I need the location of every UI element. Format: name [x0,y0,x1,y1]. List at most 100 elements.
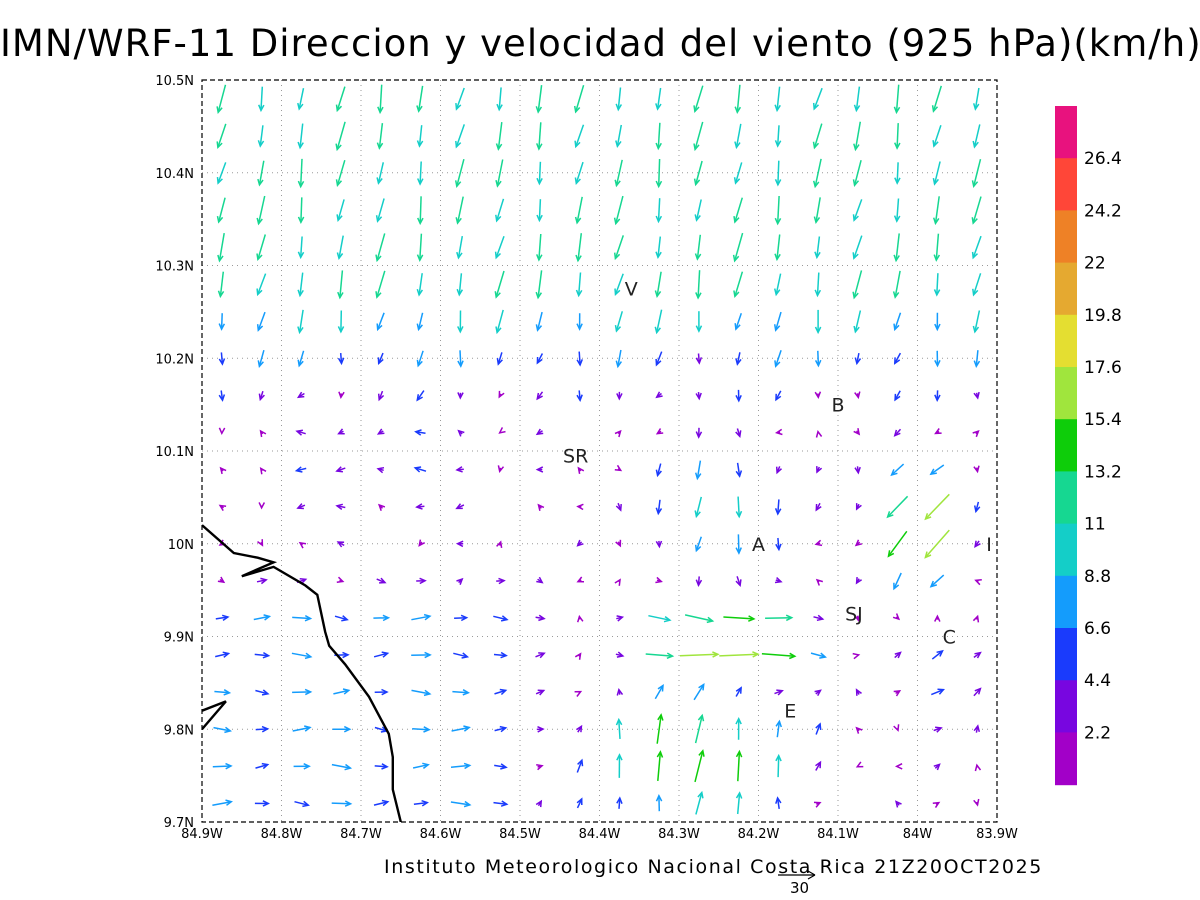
wind-vector [411,689,432,697]
colorbar-swatch [1055,106,1077,159]
wind-vector [495,122,503,151]
wind-vector [812,87,823,111]
wind-vector [573,84,585,114]
lon-tick-label: 84.7W [340,827,382,842]
wind-vector [813,801,822,808]
wind-vector [853,86,861,113]
wind-vector [816,466,823,474]
wind-vector [455,124,466,149]
map-title: IMN/WRF-11 Direccion y velocidad del vie… [0,22,1200,65]
wind-vector [813,614,825,622]
wind-vector [614,159,623,188]
credit-line: Instituto Meteorologico Nacional Costa R… [384,856,1043,878]
wind-vector [855,577,863,585]
wind-vector [932,161,941,186]
wind-vector [455,466,464,473]
wind-vector [695,392,702,401]
wind-vector [493,651,508,659]
wind-vector [255,725,270,733]
wind-vector [774,86,781,113]
wind-vector [536,726,545,733]
wind-vector [694,496,703,519]
wind-vector [297,158,305,189]
wind-vector [972,273,982,297]
wind-vector [496,87,503,112]
wind-vector [416,125,424,148]
wind-vector [655,87,662,111]
wind-vector [735,716,742,740]
wind-vector [376,162,385,185]
wind-vector [494,725,508,733]
wind-vector [215,651,231,658]
wind-vector [974,540,981,549]
wind-vector [216,123,227,150]
wind-vector [297,236,305,260]
wind-vector [337,428,345,435]
wind-vector [814,350,822,368]
wind-vector [614,311,624,333]
wind-vector [694,713,705,744]
wind-vector [412,726,431,733]
wind-vector [456,235,464,260]
wind-vector [735,686,742,697]
wind-vector [416,233,424,262]
wind-vector [411,651,432,659]
wind-vector [814,689,822,697]
wind-vector [814,309,822,335]
colorbar-label: 8.8 [1084,567,1111,587]
lat-tick-label: 9.9N [164,631,194,646]
wind-vector [815,722,822,735]
wind-vector [217,271,225,299]
wind-vector [655,391,663,399]
wind-vector [497,465,505,473]
wind-vector [218,427,226,436]
wind-vector [454,614,469,622]
wind-vector [453,652,470,659]
lon-tick-label: 84.2W [738,827,780,842]
wind-vector [337,270,344,300]
lat-tick-label: 10N [168,538,194,553]
wind-vector [216,84,227,114]
wind-vector [934,350,941,368]
wind-vector [973,687,982,697]
wind-vector [537,503,545,511]
wind-vector [973,391,980,400]
wind-vector [336,541,345,548]
wind-vector [455,196,464,225]
wind-vector [616,753,623,778]
wind-vector [259,429,267,438]
wind-vector [615,124,623,148]
wind-vector [413,799,430,807]
wind-vector [212,799,233,806]
wind-vector [334,615,349,622]
wind-vector [814,539,823,547]
wind-vector [972,124,981,149]
wind-vector [574,161,584,186]
wind-vector [256,234,267,262]
wind-vector [812,123,823,150]
wind-vector [293,763,311,770]
wind-vector [932,196,940,226]
wind-vector [412,762,430,769]
colorbar-label: 26.4 [1084,149,1122,169]
wind-vector [415,503,425,510]
wind-vector [893,724,900,732]
wind-vector [332,725,352,733]
wind-vector [535,614,546,622]
wind-vector [616,796,623,809]
wind-vector [693,683,705,701]
wind-vector [576,614,584,623]
wind-vector [775,719,783,738]
colorbar-swatch [1055,575,1077,629]
wind-vector [679,651,720,658]
wind-vector [258,86,265,113]
wind-vector [734,312,743,331]
wind-vector [974,579,982,586]
wind-vector [655,499,663,516]
wind-vector [457,350,464,368]
wind-vector [893,690,902,697]
wind-vector [577,466,585,475]
wind-vector [576,351,583,367]
wind-vector [416,273,424,297]
wind-vector [212,762,233,770]
